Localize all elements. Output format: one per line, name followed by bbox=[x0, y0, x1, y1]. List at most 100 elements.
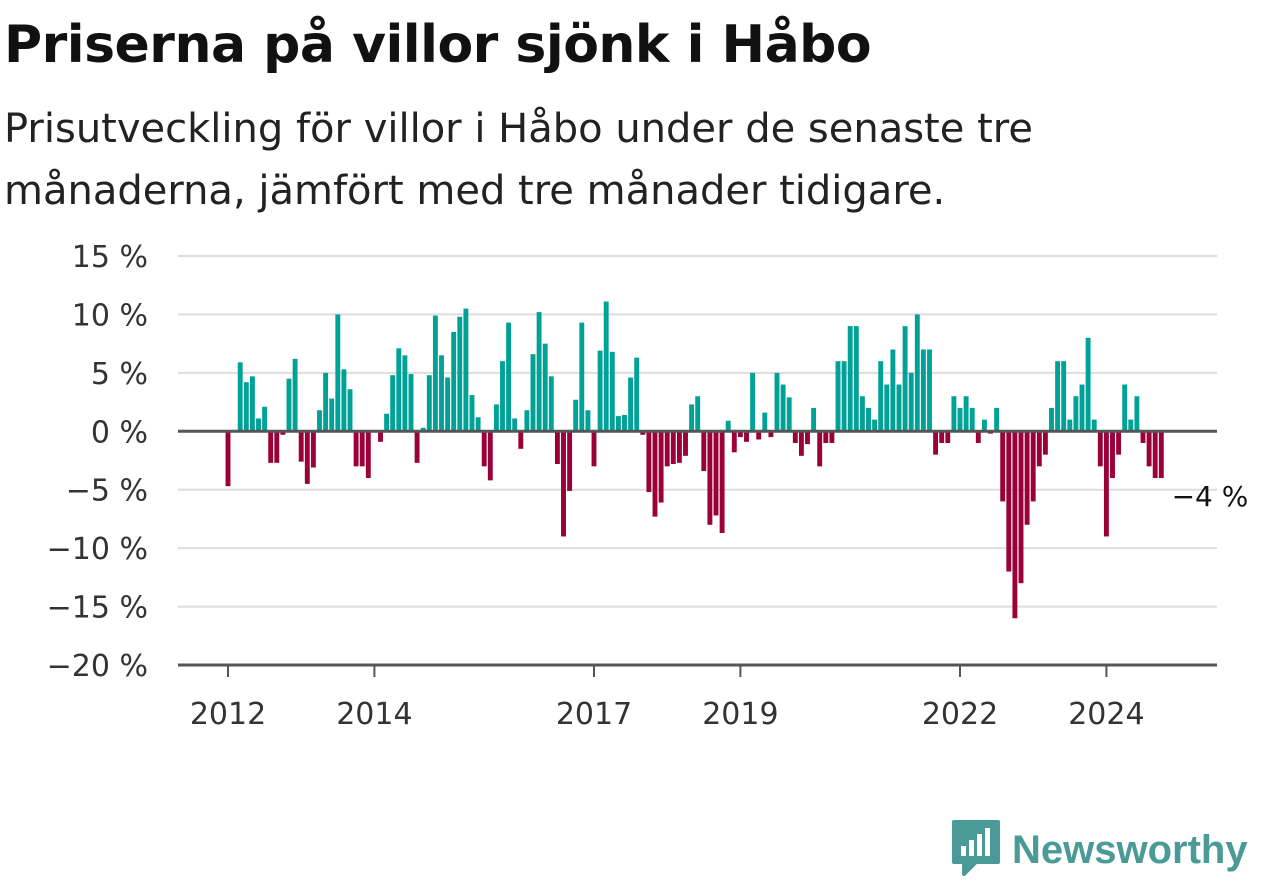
x-tick-label: 2022 bbox=[922, 697, 998, 732]
newsworthy-logo-icon bbox=[950, 818, 1002, 882]
bar bbox=[1049, 407, 1054, 432]
bar bbox=[1122, 384, 1128, 432]
bar bbox=[823, 431, 829, 443]
bar bbox=[933, 431, 939, 455]
bar bbox=[249, 376, 255, 432]
bar bbox=[939, 431, 945, 443]
bar bbox=[439, 355, 444, 432]
bar bbox=[335, 314, 341, 432]
bar bbox=[805, 431, 810, 445]
bar bbox=[256, 418, 261, 432]
bar bbox=[1085, 337, 1091, 432]
bar bbox=[951, 396, 957, 432]
bar bbox=[329, 398, 335, 432]
bar bbox=[1091, 419, 1097, 432]
bar bbox=[542, 343, 548, 432]
bar bbox=[634, 357, 640, 432]
y-tick-label: −5 % bbox=[66, 474, 148, 509]
bar bbox=[701, 431, 707, 472]
bars bbox=[225, 301, 1164, 619]
bar bbox=[579, 322, 585, 432]
bar bbox=[1006, 431, 1012, 572]
bar bbox=[811, 407, 817, 432]
bar bbox=[756, 431, 762, 440]
bar bbox=[994, 407, 1000, 432]
bar bbox=[737, 431, 743, 438]
bar bbox=[1158, 431, 1164, 479]
y-tick-label: 10 % bbox=[72, 298, 148, 333]
bar bbox=[713, 431, 719, 516]
bar bbox=[676, 431, 682, 463]
x-tick-label: 2012 bbox=[190, 697, 266, 732]
bar bbox=[829, 431, 835, 443]
bar bbox=[859, 396, 865, 432]
bar bbox=[878, 361, 884, 432]
bar bbox=[1134, 396, 1140, 432]
brand-name: Newsworthy bbox=[1012, 827, 1248, 872]
bar bbox=[890, 349, 896, 432]
bar bbox=[768, 431, 774, 438]
bar bbox=[426, 375, 432, 432]
bar bbox=[975, 431, 981, 443]
bar bbox=[347, 389, 353, 432]
bar bbox=[451, 331, 457, 432]
bar bbox=[1012, 431, 1018, 619]
bar bbox=[353, 431, 359, 467]
bar bbox=[908, 372, 914, 432]
bar bbox=[378, 431, 383, 442]
bar bbox=[963, 396, 969, 432]
bar bbox=[554, 431, 560, 465]
bar bbox=[286, 378, 292, 432]
bar bbox=[1000, 431, 1006, 502]
bar bbox=[780, 384, 786, 432]
bar bbox=[683, 431, 688, 456]
gridlines bbox=[178, 255, 1217, 608]
bar bbox=[914, 314, 920, 432]
bar bbox=[1030, 431, 1036, 502]
x-tick-label: 2024 bbox=[1068, 697, 1144, 732]
bar bbox=[591, 431, 597, 467]
bar bbox=[744, 431, 749, 442]
bar bbox=[1116, 431, 1122, 455]
bar bbox=[628, 377, 634, 432]
bar bbox=[1036, 431, 1042, 467]
bar bbox=[841, 361, 847, 432]
bar bbox=[414, 431, 420, 463]
bar bbox=[274, 431, 280, 463]
bar bbox=[640, 431, 646, 435]
bar bbox=[792, 431, 798, 443]
bar bbox=[567, 431, 573, 491]
bar bbox=[689, 404, 695, 432]
bar bbox=[731, 431, 737, 453]
axes: 15 % 10 % 5 % 0 % −5 % −10 % −15 % −20 % 2012 201… bbox=[47, 240, 1217, 732]
bar bbox=[1146, 431, 1152, 467]
bar bbox=[518, 431, 524, 449]
bar bbox=[622, 414, 627, 432]
bar bbox=[1055, 361, 1061, 432]
bar bbox=[402, 355, 408, 432]
bar bbox=[225, 431, 231, 487]
bar bbox=[1103, 431, 1109, 537]
bar bbox=[396, 348, 402, 432]
bar bbox=[927, 349, 932, 432]
bar bbox=[597, 350, 603, 432]
bar bbox=[481, 431, 487, 467]
y-tick-label: 15 % bbox=[72, 240, 148, 275]
bar bbox=[603, 301, 609, 432]
bar bbox=[268, 431, 274, 463]
bar bbox=[420, 427, 426, 432]
bar bbox=[390, 375, 396, 432]
y-tick-label: −20 % bbox=[47, 649, 148, 684]
bar bbox=[664, 431, 670, 467]
bar bbox=[866, 407, 871, 432]
bar bbox=[487, 431, 493, 481]
bar bbox=[884, 384, 890, 432]
bar bbox=[817, 431, 823, 467]
bar bbox=[463, 308, 469, 432]
bar bbox=[1024, 431, 1030, 525]
y-tick-label: −10 % bbox=[47, 532, 148, 567]
bar bbox=[530, 354, 536, 432]
bar bbox=[475, 417, 481, 432]
bar bbox=[646, 431, 652, 493]
x-tick-label: 2017 bbox=[556, 697, 632, 732]
